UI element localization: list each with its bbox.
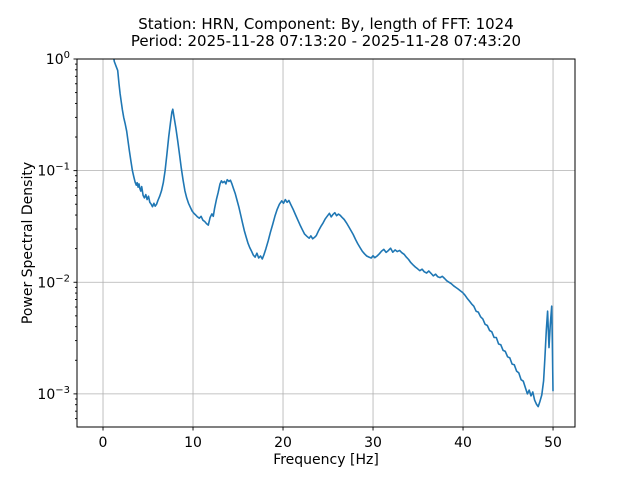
- axis-ticks: [73, 58, 554, 431]
- grid-lines: [77, 58, 575, 427]
- y-axis-label: Power Spectral Density: [20, 162, 36, 324]
- psd-curve: [113, 59, 554, 408]
- tick-labels: 0 10 20 30 40 50 100 10−1 10−2 10−3: [37, 50, 562, 451]
- y-tick-label-2: 10−2: [37, 273, 70, 291]
- chart-title-line2: Period: 2025-11-28 07:13:20 - 2025-11-28…: [131, 32, 521, 50]
- x-tick-label-2: 20: [274, 435, 292, 451]
- y-tick-label-0: 100: [46, 50, 70, 68]
- x-tick-label-1: 10: [184, 435, 202, 451]
- x-tick-label-0: 0: [99, 435, 108, 451]
- chart-title-line1: Station: HRN, Component: By, length of F…: [138, 15, 514, 33]
- y-tick-label-1: 10−1: [37, 162, 70, 180]
- x-axis-label: Frequency [Hz]: [273, 452, 379, 468]
- x-tick-label-4: 40: [454, 435, 472, 451]
- plot-area-frame: [76, 58, 576, 428]
- x-tick-label-3: 30: [364, 435, 382, 451]
- y-tick-label-3: 10−3: [37, 385, 70, 403]
- x-tick-label-5: 50: [544, 435, 562, 451]
